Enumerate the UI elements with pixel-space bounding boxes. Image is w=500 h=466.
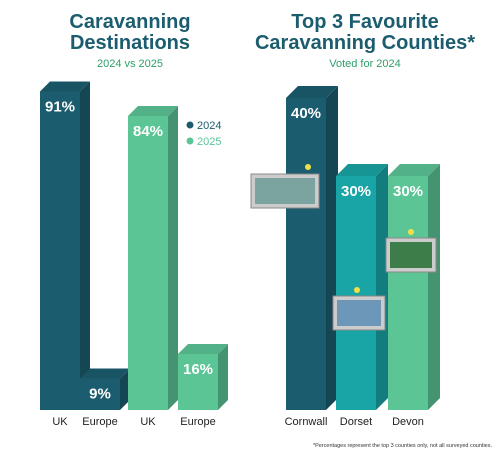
footnote: *Percentages represent the top 3 countie…: [312, 443, 492, 449]
bar: [178, 354, 218, 410]
bar-top: [128, 106, 178, 116]
legend-marker: [186, 121, 194, 129]
bar-side: [168, 106, 178, 410]
value-label: 30%: [341, 183, 371, 200]
legend-label: 2024: [197, 120, 221, 132]
bar-side: [80, 81, 90, 410]
value-label: 91%: [45, 98, 75, 115]
bar-side: [428, 164, 440, 410]
x-tick-label: UK: [140, 416, 156, 428]
value-label: 16%: [183, 361, 213, 378]
x-tick-label: Devon: [392, 416, 424, 428]
chart-subtitle: Voted for 2024: [329, 58, 401, 70]
bar: [40, 91, 80, 410]
bar-side: [120, 368, 130, 410]
bar-top: [40, 81, 90, 92]
value-label: 30%: [393, 183, 423, 200]
value-label: 9%: [89, 385, 111, 402]
photo-devon: [385, 229, 437, 273]
chart-subtitle: 2024 vs 2025: [96, 58, 164, 70]
x-tick-label: Dorset: [340, 416, 372, 428]
bar: [286, 98, 326, 410]
bar-top: [388, 164, 440, 176]
value-label: 40%: [291, 105, 321, 122]
bar-top: [178, 344, 228, 354]
bar-top: [286, 86, 338, 98]
x-tick-label: Europe: [82, 416, 117, 428]
chart-title: Caravanning Destinations: [69, 11, 191, 54]
legend-label: 2025: [197, 136, 221, 148]
photo-dorset: [332, 287, 386, 331]
x-tick-label: UK: [52, 416, 68, 428]
bar-side: [376, 164, 388, 410]
value-label: 84%: [133, 123, 163, 140]
photo-cornwall: [250, 164, 320, 209]
chart-title: Top 3 Favourite Caravanning Counties*: [254, 11, 476, 54]
bar-side: [218, 344, 228, 410]
bar: [336, 176, 376, 410]
bar: [388, 176, 428, 410]
bar: [80, 378, 120, 410]
x-tick-label: Cornwall: [285, 416, 328, 428]
bar-top: [336, 164, 388, 176]
legend-marker: [186, 137, 194, 145]
x-tick-label: Europe: [180, 416, 215, 428]
bar: [128, 116, 168, 410]
bar-top: [80, 368, 130, 379]
